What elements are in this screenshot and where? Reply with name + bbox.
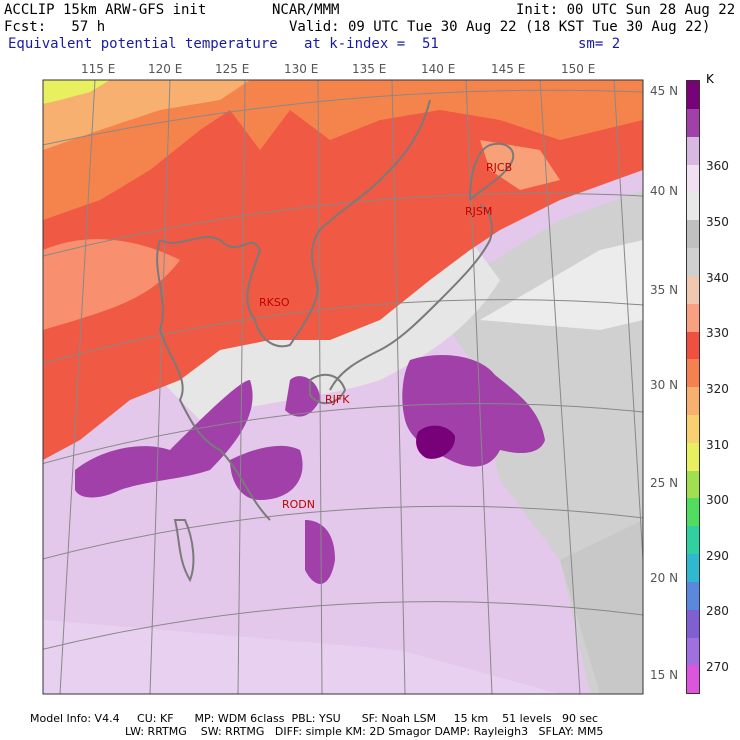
lon-label: 140 E <box>421 62 456 76</box>
lat-label: 15 N <box>650 668 679 682</box>
forecast-hour: Fcst: 57 h <box>4 19 106 35</box>
colorbar-swatch <box>687 192 699 221</box>
lat-label: 30 N <box>650 378 679 392</box>
model-info-line1: Model Info: V4.4 CU: KF MP: WDM 6class P… <box>30 712 599 725</box>
field-315k-region <box>43 80 250 150</box>
colorbar-label: 350 <box>706 215 729 229</box>
colorbar-swatch <box>687 247 699 276</box>
field-355k-patch <box>480 240 643 330</box>
field-320k-region <box>43 80 643 220</box>
station-label: RJFK <box>325 393 350 406</box>
colorbar <box>686 80 700 694</box>
colorbar-swatch <box>687 581 699 610</box>
field-335k-patch <box>43 239 180 330</box>
colorbar-swatch <box>687 303 699 332</box>
lon-label: 120 E <box>148 62 183 76</box>
coastlines <box>156 99 515 583</box>
station-label: RJSM <box>465 205 493 218</box>
colorbar-swatch <box>687 331 699 360</box>
colorbar-swatch <box>687 136 699 165</box>
colorbar-swatch <box>687 387 699 415</box>
field-hokkaido-patch <box>480 140 560 190</box>
colorbar-unit: K <box>706 72 714 86</box>
colorbar-label: 330 <box>706 326 729 340</box>
lat-label: 40 N <box>650 184 679 198</box>
colorbar-swatch <box>687 470 699 499</box>
station-label: RKSO <box>259 296 290 309</box>
field-lower-patch <box>43 620 560 694</box>
field-365k-band-west <box>75 380 253 498</box>
lon-label: 125 E <box>215 62 250 76</box>
lon-label: 135 E <box>352 62 387 76</box>
level-label: at k-index = 51 <box>304 36 439 52</box>
colorbar-swatch <box>687 414 699 443</box>
lat-label: 25 N <box>650 476 679 490</box>
colorbar-label: 270 <box>706 660 729 674</box>
field-345k-patch <box>560 520 643 694</box>
institution-label: NCAR/MMM <box>272 2 340 18</box>
field-330k-region <box>43 80 643 460</box>
valid-time: Valid: 09 UTC Tue 30 Aug 22 (18 KST Tue … <box>289 19 711 35</box>
colorbar-swatch <box>687 553 699 582</box>
colorbar-swatch <box>687 442 699 471</box>
smoothing-label: sm= 2 <box>578 36 621 52</box>
model-info-line2: LW: RRTMG SW: RRTMG DIFF: simple KM: 2D … <box>125 725 604 738</box>
field-365k-patch-ryukyu <box>285 376 320 417</box>
colorbar-swatch <box>687 609 699 638</box>
station-label: RODN <box>282 498 315 511</box>
lon-label: 130 E <box>284 62 319 76</box>
colorbar-swatch <box>687 108 699 137</box>
colorbar-swatch <box>687 526 699 555</box>
field-365k-patch-south <box>230 445 303 500</box>
model-title: ACCLIP 15km ARW-GFS init <box>4 2 207 18</box>
lon-label: 115 E <box>81 62 116 76</box>
init-time: Init: 00 UTC Sun 28 Aug 22 <box>516 2 736 18</box>
colorbar-label: 290 <box>706 549 729 563</box>
map-frame <box>42 79 644 695</box>
lon-label: 145 E <box>491 62 526 76</box>
colorbar-swatch <box>687 637 699 666</box>
colorbar-label: 300 <box>706 493 729 507</box>
colorbar-swatch <box>687 665 699 694</box>
colorbar-swatch <box>687 275 699 304</box>
lat-label: 45 N <box>650 84 679 98</box>
colorbar-label: 310 <box>706 438 729 452</box>
field-name: Equivalent potential temperature <box>8 36 278 52</box>
field-370k-typhoon-core <box>416 425 456 459</box>
colorbar-label: 320 <box>706 382 729 396</box>
colorbar-swatch <box>687 164 699 193</box>
lat-label: 35 N <box>650 283 679 297</box>
colorbar-swatch <box>687 359 699 388</box>
field-365k-patch-taiwan-east <box>305 520 335 584</box>
colorbar-label: 360 <box>706 159 729 173</box>
lon-label: 150 E <box>561 62 596 76</box>
graticule <box>43 80 643 694</box>
lat-label: 20 N <box>650 571 679 585</box>
colorbar-swatch <box>687 81 699 109</box>
colorbar-swatch <box>687 498 699 527</box>
colorbar-label: 340 <box>706 271 729 285</box>
colorbar-swatch <box>687 220 699 249</box>
colorbar-label: 280 <box>706 604 729 618</box>
station-label: RJCB <box>486 161 513 174</box>
field-305k-patch <box>43 80 110 104</box>
